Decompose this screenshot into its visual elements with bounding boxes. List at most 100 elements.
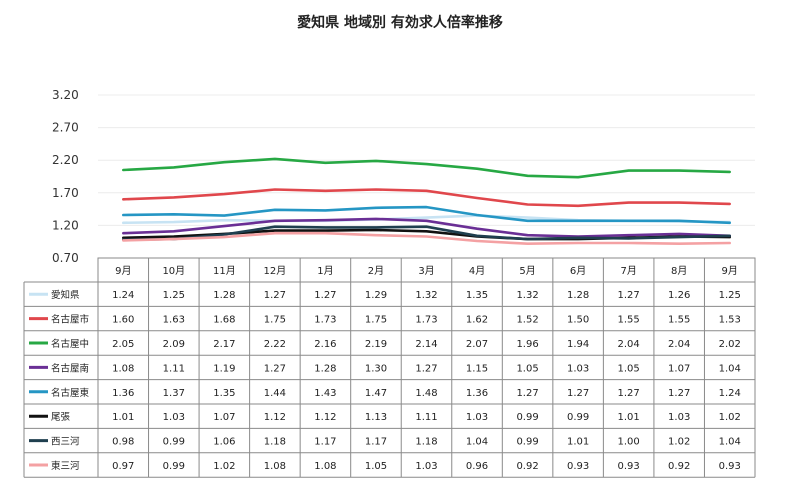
legend-label: 愛知県 [51,289,80,301]
data-label: 2.19 [365,339,387,350]
data-label: 1.37 [163,388,185,399]
data-label: 1.27 [567,388,589,399]
legend-label: 名古屋東 [51,387,90,399]
data-label: 0.93 [567,461,589,472]
legend-label: 名古屋南 [51,362,89,374]
series-line [122,231,732,245]
data-label: 1.25 [719,290,741,301]
x-tick-label: 1月 [317,265,333,277]
data-label: 1.27 [415,363,437,374]
x-tick-label: 5月 [519,265,535,277]
data-label: 1.04 [719,437,741,448]
data-label: 1.62 [466,315,488,326]
data-label: 2.17 [213,339,235,350]
data-label: 1.04 [719,363,741,374]
data-label: 1.24 [112,290,134,301]
y-tick-label: 0.70 [52,251,79,265]
data-label: 1.53 [719,315,741,326]
data-label: 2.07 [466,339,488,350]
data-label: 2.14 [415,339,437,350]
data-label: 0.93 [618,461,640,472]
data-label: 0.99 [567,412,589,423]
data-label: 1.17 [314,437,336,448]
data-label: 1.27 [618,388,640,399]
series-line [122,157,732,179]
data-label: 0.92 [668,461,690,472]
data-label: 1.27 [314,290,336,301]
x-tick-label: 12月 [264,265,287,277]
table-header-row [97,257,756,283]
data-label: 1.26 [668,290,690,301]
y-axis: 3.20 2.70 2.20 1.70 1.20 0.70 [52,88,79,265]
data-label: 1.27 [264,363,286,374]
data-label: 2.04 [668,339,690,350]
x-tick-label: 4月 [469,265,485,277]
data-label: 1.12 [264,412,286,423]
y-tick-label: 2.70 [52,121,79,135]
data-label: 1.07 [668,363,690,374]
x-tick-label: 3月 [418,265,434,277]
x-tick-label: 9月 [115,265,131,277]
data-label: 1.11 [163,363,185,374]
x-tick-label: 10月 [162,265,185,277]
data-label: 1.36 [466,388,488,399]
data-label: 0.92 [516,461,538,472]
data-label: 1.28 [213,290,235,301]
data-label: 1.75 [365,315,387,326]
data-label: 1.02 [719,412,741,423]
x-tick-label: 2月 [368,265,384,277]
data-label: 1.25 [163,290,185,301]
data-label: 1.43 [314,388,336,399]
data-label: 1.27 [264,290,286,301]
data-label: 1.27 [618,290,640,301]
y-tick-label: 1.20 [52,218,79,232]
data-label: 1.03 [668,412,690,423]
data-label: 1.08 [264,461,286,472]
data-label: 2.09 [163,339,185,350]
data-label: 1.12 [314,412,336,423]
data-label: 2.02 [719,339,741,350]
x-tick-label: 11月 [213,265,236,277]
data-label: 1.07 [213,412,235,423]
data-label: 0.99 [163,437,185,448]
data-label: 1.01 [618,412,640,423]
data-label: 1.96 [516,339,538,350]
gridlines [98,94,755,226]
data-label: 1.19 [213,363,235,374]
data-label: 1.02 [668,437,690,448]
data-label: 2.22 [264,339,286,350]
data-label: 1.60 [112,315,134,326]
legend-label: 名古屋中 [51,338,89,350]
series-line [122,188,732,208]
legend-label: 尾張 [51,412,71,423]
data-label: 1.05 [516,363,538,374]
x-tick-label: 6月 [570,265,586,277]
data-label: 2.04 [618,339,640,350]
data-label: 1.01 [112,412,134,423]
data-label: 1.32 [415,290,437,301]
data-label: 1.11 [415,412,437,423]
data-label: 0.98 [112,437,134,448]
data-label: 1.35 [213,388,235,399]
data-label: 1.27 [516,388,538,399]
data-label: 1.73 [415,315,437,326]
data-label: 2.05 [112,339,134,350]
y-tick-label: 1.70 [52,186,79,200]
x-tick-label: 7月 [620,265,636,277]
data-label: 1.47 [365,388,387,399]
series-lines [122,157,732,245]
data-label: 1.94 [567,339,589,350]
data-label: 1.55 [618,315,640,326]
x-tick-label: 9月 [722,265,738,277]
data-label: 1.50 [567,315,589,326]
data-label: 1.05 [365,461,387,472]
data-label: 1.04 [466,437,488,448]
data-label: 0.99 [516,437,538,448]
series-line [122,205,732,225]
data-label: 1.13 [365,412,387,423]
data-label: 1.30 [365,363,387,374]
data-label: 1.35 [466,290,488,301]
data-label: 1.55 [668,315,690,326]
data-label: 1.32 [516,290,538,301]
data-label: 1.18 [415,437,437,448]
